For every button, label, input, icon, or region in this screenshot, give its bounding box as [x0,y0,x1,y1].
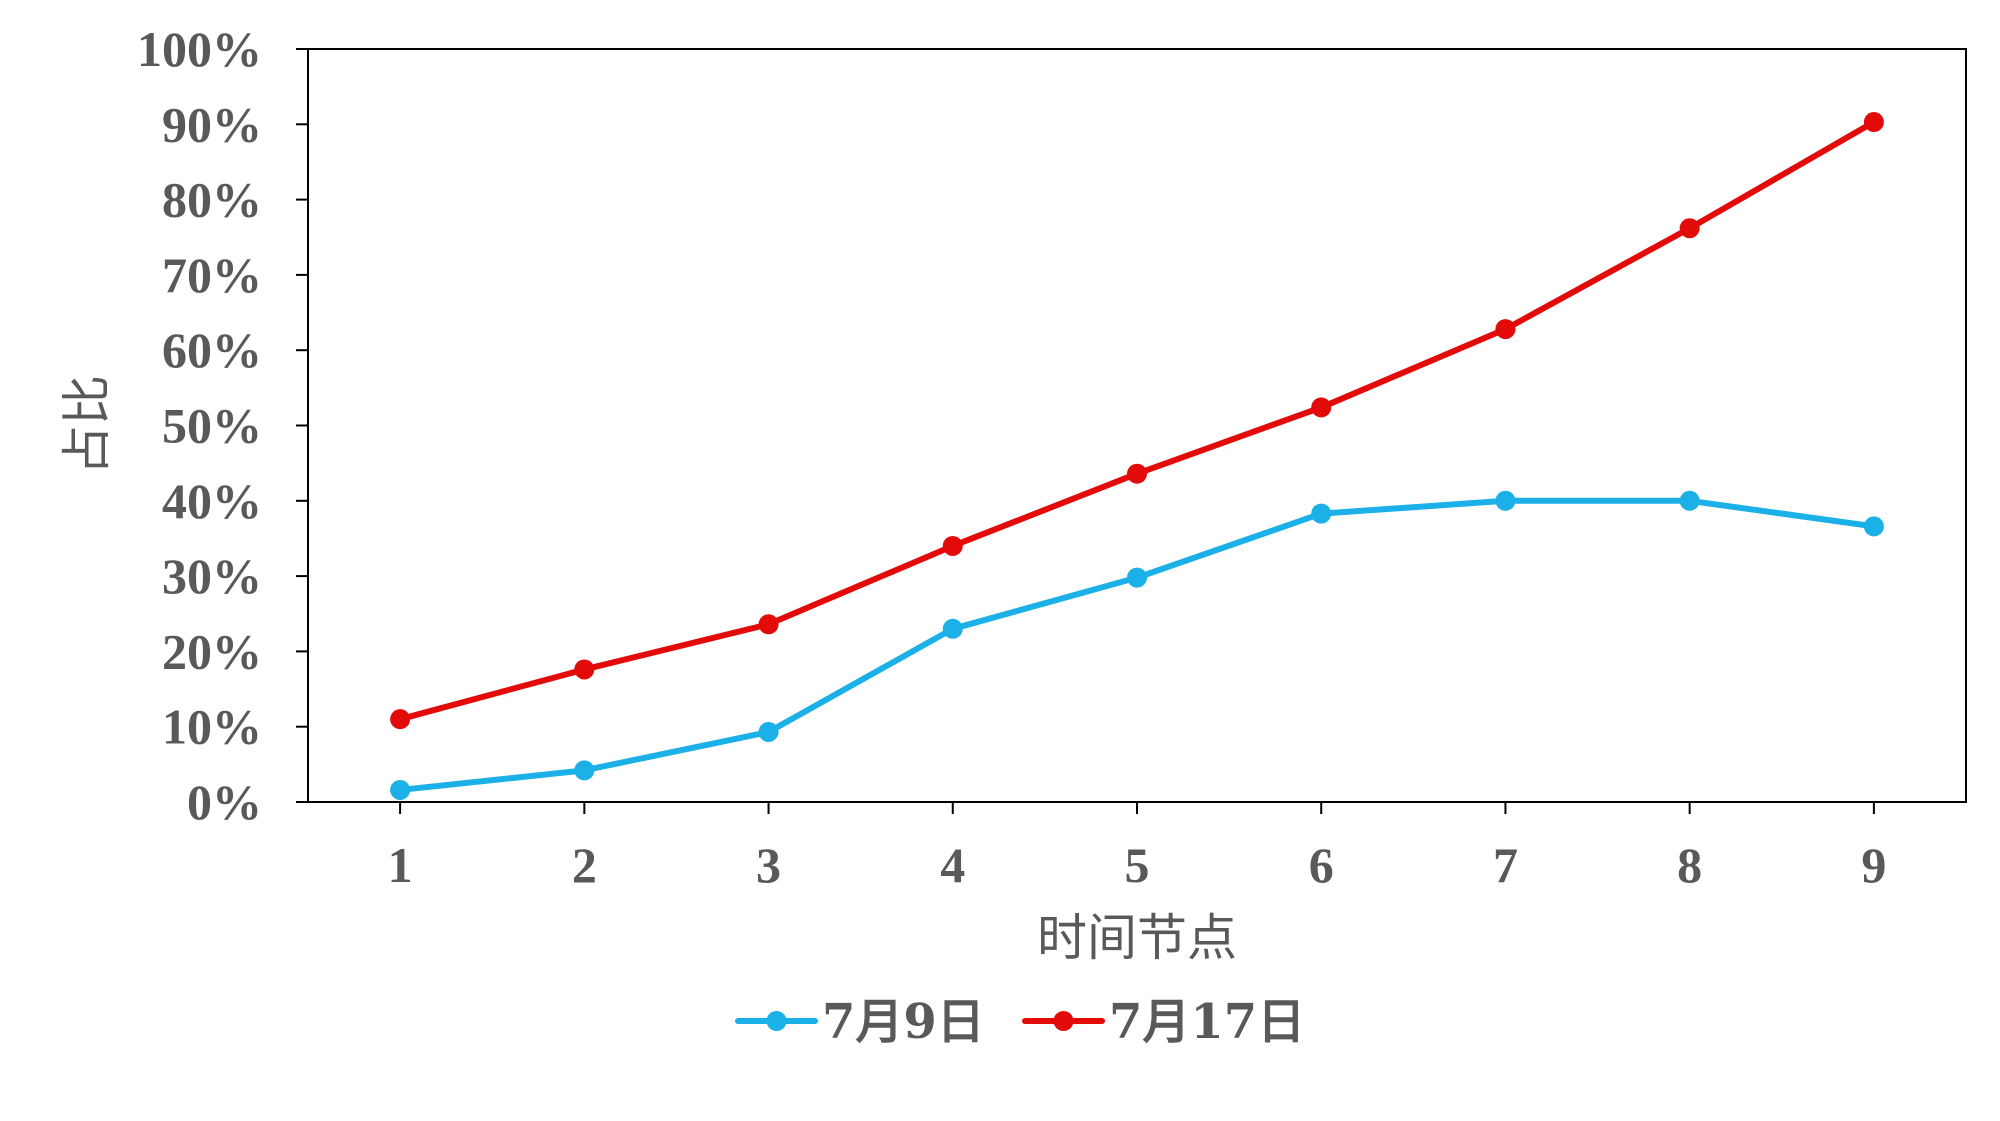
data-point [1863,516,1884,537]
x-tick-label: 5 [1125,837,1150,893]
series-1 [390,490,1884,800]
data-point [574,659,595,680]
data-point [390,709,411,730]
data-point [1679,218,1700,239]
data-point [1495,490,1516,511]
plot-area-frame [307,48,1967,803]
data-point [1495,319,1516,340]
data-point [574,760,595,781]
y-axis-label: 占比 [58,375,116,475]
series-line [397,497,1877,793]
data-point [942,535,963,556]
data-point [1127,567,1147,588]
y-tick-label: 70% [162,247,262,303]
data-point [1679,490,1700,511]
x-tick-label: 8 [1677,837,1702,893]
y-tick-label: 80% [162,172,262,228]
y-tick-label: 100% [137,21,262,77]
legend: 7月9日 7月17日 [735,994,1305,1050]
x-tick-label: 1 [388,837,413,893]
x-tick-label: 4 [940,837,965,893]
series-line [397,119,1877,723]
data-point [942,618,963,639]
y-tick-label: 50% [162,398,262,454]
data-point [1863,112,1884,133]
x-axis-label: 时间节点 [1037,909,1237,967]
y-tick-label: 60% [162,322,262,378]
x-tick-label: 2 [572,837,597,893]
y-tick-label: 20% [162,623,262,679]
legend-item: 7月17日 [1022,994,1305,1050]
data-point [1311,503,1332,524]
x-tick-label: 9 [1861,837,1886,893]
x-tick-label: 7 [1493,837,1518,893]
data-point [390,779,411,800]
data-point [758,614,779,635]
legend-label: 7月17日 [1109,994,1305,1050]
y-tick-label: 10% [162,699,262,755]
data-point [1311,397,1332,418]
legend-swatch-marker [1053,1011,1074,1031]
legend-swatch-marker [766,1011,787,1031]
y-tick-label: 90% [162,96,262,152]
x-tick-label: 3 [756,837,781,893]
legend-label: 7月9日 [822,994,985,1050]
data-point [758,721,779,742]
y-tick-label: 0% [187,774,262,830]
y-tick-label: 30% [162,548,262,604]
x-tick-label: 6 [1309,837,1334,893]
legend-item: 7月9日 [735,994,985,1050]
series-2 [390,112,1884,730]
data-point [1127,463,1147,484]
y-tick-label: 40% [162,473,262,529]
